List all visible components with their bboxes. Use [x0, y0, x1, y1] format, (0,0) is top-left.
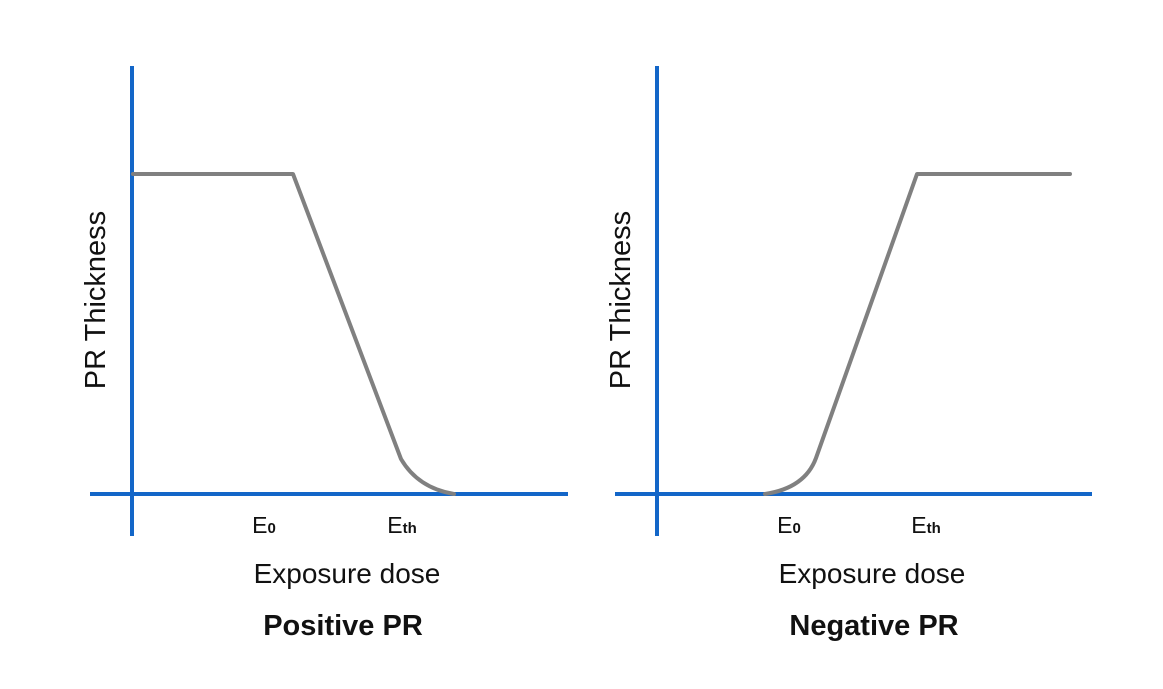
panel-title-positive: Positive PR	[263, 610, 423, 642]
tick-label-e0: E0	[777, 512, 801, 538]
panel-title-negative: Negative PR	[789, 610, 959, 642]
tick-label-eth: Eth	[911, 512, 941, 538]
tick-label-e0: E0	[252, 512, 276, 538]
y-axis-label: PR Thickness	[80, 211, 112, 389]
panel-negative: PR Thickness E0 Eth	[605, 66, 1092, 538]
x-axis-label-positive: Exposure dose	[253, 558, 441, 589]
tick-label-eth: Eth	[387, 512, 417, 538]
negative-response-curve	[763, 172, 1072, 496]
panel-positive: PR Thickness E0 Eth	[80, 66, 568, 538]
x-axis-label-negative: Exposure dose	[778, 558, 966, 589]
positive-response-curve	[131, 172, 456, 496]
y-axis-label: PR Thickness	[605, 211, 637, 389]
